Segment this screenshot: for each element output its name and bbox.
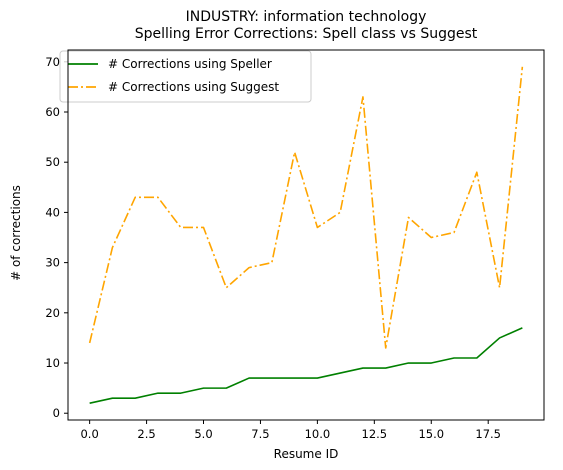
series-line-speller [89,327,523,404]
data-point-suggest [362,96,364,98]
data-point-speller [111,397,113,399]
data-point-suggest [339,211,341,213]
data-point-speller [248,377,250,379]
data-point-speller [203,387,205,389]
data-point-speller [89,402,91,404]
legend: # Corrections using Speller # Correction… [59,50,312,103]
data-point-speller [180,392,182,394]
data-point-suggest [294,151,296,153]
legend-label-suggest: # Corrections using Suggest [108,80,279,94]
x-tick-label: 5.0 [194,427,212,441]
x-tick-label: 0.0 [80,427,98,441]
data-point-speller [407,362,409,364]
data-point-speller [316,377,318,379]
data-point-speller [134,397,136,399]
data-point-suggest [385,347,387,349]
x-tick-label: 15.0 [418,427,444,441]
x-tick-label: 7.5 [251,427,269,441]
data-point-suggest [89,342,91,344]
data-point-speller [453,357,455,359]
data-point-suggest [271,262,273,264]
plot-frame [67,49,545,421]
data-point-speller [271,377,273,379]
data-point-suggest [111,247,113,249]
y-tick-label: 70 [45,55,60,69]
data-point-speller [430,362,432,364]
x-axis-ticks: 0.0 2.5 5.0 7.5 10.0 12.5 15.0 17.5 [80,420,501,441]
data-point-speller [499,337,501,339]
x-tick-label: 10.0 [305,427,331,441]
data-point-speller [157,392,159,394]
legend-label-speller: # Corrections using Speller [108,57,272,71]
y-tick-label: 60 [45,105,60,119]
data-point-suggest [453,231,455,233]
chart-title: INDUSTRY: information technology [186,9,427,25]
x-tick-label: 12.5 [362,427,388,441]
data-point-speller [521,327,523,329]
series-line-suggest [88,66,524,349]
data-point-suggest [157,196,159,198]
data-point-suggest [499,287,501,289]
data-point-suggest [180,226,182,228]
data-point-speller [385,367,387,369]
data-point-speller [225,387,227,389]
y-axis-ticks: 0 10 20 30 40 50 60 70 [45,55,68,420]
data-point-suggest [316,226,318,228]
data-point-suggest [430,237,432,239]
x-tick-label: 17.5 [475,427,501,441]
data-point-suggest [225,287,227,289]
y-tick-label: 40 [45,205,60,219]
y-tick-label: 50 [45,155,60,169]
legend-box [59,50,312,103]
x-axis-label: Resume ID [274,447,339,461]
plot-area [88,66,524,404]
data-point-suggest [203,226,205,228]
data-point-suggest [476,171,478,173]
chart-subtitle: Spelling Error Corrections: Spell class … [135,26,478,42]
data-point-speller [339,372,341,374]
data-point-speller [294,377,296,379]
data-point-suggest [248,267,250,269]
x-tick-label: 2.5 [137,427,155,441]
data-point-speller [476,357,478,359]
data-point-suggest [134,196,136,198]
y-tick-label: 10 [45,356,60,370]
y-tick-label: 20 [45,306,60,320]
data-point-speller [362,367,364,369]
data-point-suggest [407,216,409,218]
y-tick-label: 0 [53,406,60,420]
y-axis-label: # of corrections [9,185,23,281]
y-tick-label: 30 [45,256,60,270]
data-point-suggest [521,66,523,68]
